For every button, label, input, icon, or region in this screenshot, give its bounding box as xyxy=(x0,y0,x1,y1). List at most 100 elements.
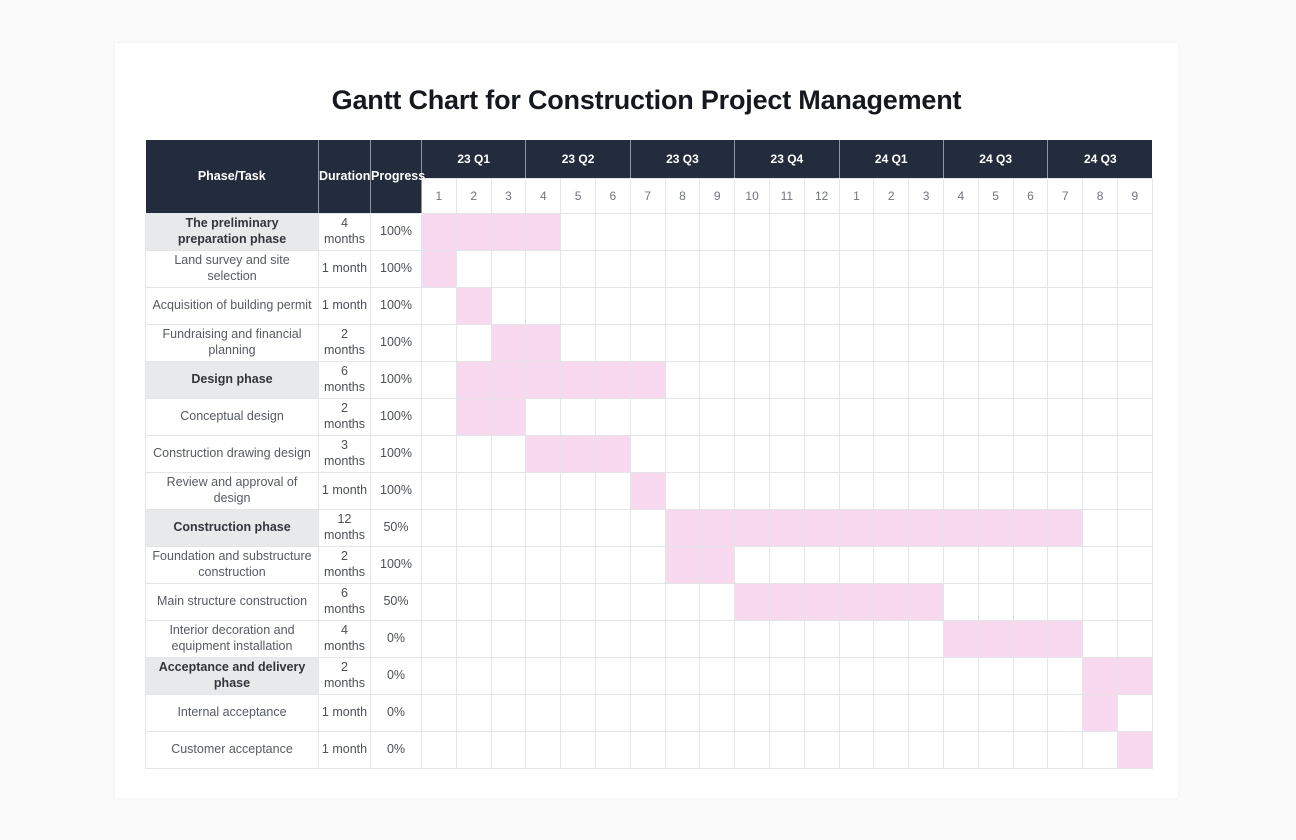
gantt-empty-cell xyxy=(734,212,770,251)
gantt-empty-cell xyxy=(664,471,701,510)
task-label: Construction drawing design xyxy=(145,434,319,473)
gantt-bar-cell xyxy=(1082,656,1118,695)
gantt-bar-cell xyxy=(455,397,492,436)
gantt-empty-cell xyxy=(768,323,805,362)
gantt-empty-cell xyxy=(1116,545,1153,584)
gantt-empty-cell xyxy=(699,730,736,769)
gantt-empty-cell xyxy=(734,545,770,584)
gantt-empty-cell xyxy=(873,471,910,510)
duration-value: 2 months xyxy=(318,656,371,695)
gantt-empty-cell xyxy=(560,323,596,362)
gantt-empty-cell xyxy=(803,619,840,658)
gantt-empty-cell xyxy=(942,212,979,251)
month-header: 2 xyxy=(873,177,910,214)
gantt-empty-cell xyxy=(734,619,770,658)
month-header: 4 xyxy=(525,177,562,214)
gantt-bar-cell xyxy=(525,434,562,473)
progress-value: 100% xyxy=(370,286,422,325)
gantt-empty-cell xyxy=(525,730,562,769)
gantt-empty-cell xyxy=(1082,286,1118,325)
gantt-empty-cell xyxy=(525,582,562,621)
gantt-empty-cell xyxy=(1047,434,1084,473)
gantt-empty-cell xyxy=(1116,582,1153,621)
task-row: Conceptual design 2 months 100% xyxy=(145,397,1153,436)
gantt-empty-cell xyxy=(768,286,805,325)
month-header: 2 xyxy=(455,177,492,214)
gantt-bar-cell xyxy=(560,360,596,399)
gantt-empty-cell xyxy=(1082,434,1118,473)
gantt-empty-cell xyxy=(421,693,457,732)
duration-value: 6 months xyxy=(318,360,371,399)
gantt-empty-cell xyxy=(1082,323,1118,362)
gantt-empty-cell xyxy=(560,397,596,436)
task-label: Main structure construction xyxy=(145,582,319,621)
gantt-bar-cell xyxy=(525,323,562,362)
gantt-empty-cell xyxy=(1012,693,1049,732)
gantt-empty-cell xyxy=(525,471,562,510)
gantt-empty-cell xyxy=(977,286,1014,325)
progress-value: 100% xyxy=(370,249,422,288)
month-header: 9 xyxy=(1116,177,1153,214)
progress-value: 50% xyxy=(370,582,422,621)
gantt-empty-cell xyxy=(873,286,910,325)
gantt-empty-cell xyxy=(768,360,805,399)
month-header: 7 xyxy=(629,177,666,214)
gantt-empty-cell xyxy=(838,286,875,325)
gantt-bar-cell xyxy=(1082,693,1118,732)
gantt-empty-cell xyxy=(734,471,770,510)
month-header: 6 xyxy=(594,177,631,214)
gantt-empty-cell xyxy=(699,286,736,325)
task-row: Land survey and site selection 1 month 100… xyxy=(145,249,1153,288)
progress-value: 100% xyxy=(370,360,422,399)
chart-card: Gantt Chart for Construction Project Man… xyxy=(115,43,1178,798)
gantt-empty-cell xyxy=(421,656,457,695)
gantt-empty-cell xyxy=(560,212,596,251)
gantt-empty-cell xyxy=(699,582,736,621)
task-row: Fundraising and financial planning 2 mont… xyxy=(145,323,1153,362)
duration-value: 2 months xyxy=(318,397,371,436)
gantt-bar-cell xyxy=(664,508,701,547)
gantt-empty-cell xyxy=(803,249,840,288)
gantt-empty-cell xyxy=(734,397,770,436)
page-title: Gantt Chart for Construction Project Man… xyxy=(331,85,962,115)
gantt-bar-cell xyxy=(1012,619,1049,658)
gantt-empty-cell xyxy=(942,323,979,362)
gantt-empty-cell xyxy=(699,323,736,362)
gantt-empty-cell xyxy=(629,286,666,325)
gantt-empty-cell xyxy=(421,582,457,621)
gantt-empty-cell xyxy=(664,582,701,621)
quarter-header: 23 Q1 xyxy=(420,140,526,178)
task-label: Internal acceptance xyxy=(145,693,319,732)
gantt-empty-cell xyxy=(803,471,840,510)
gantt-empty-cell xyxy=(942,693,979,732)
gantt-empty-cell xyxy=(455,656,492,695)
gantt-bar-cell xyxy=(594,434,631,473)
duration-value: 2 months xyxy=(318,323,371,362)
gantt-empty-cell xyxy=(525,656,562,695)
gantt-empty-cell xyxy=(803,545,840,584)
gantt-empty-cell xyxy=(455,508,492,547)
gantt-empty-cell xyxy=(908,656,944,695)
quarter-header: 23 Q3 xyxy=(629,140,735,178)
gantt-empty-cell xyxy=(873,249,910,288)
gantt-empty-cell xyxy=(1047,545,1084,584)
task-row: Customer acceptance 1 month 0% xyxy=(145,730,1153,769)
gantt-bar-cell xyxy=(455,286,492,325)
gantt-empty-cell xyxy=(977,545,1014,584)
month-header: 11 xyxy=(768,177,805,214)
gantt-empty-cell xyxy=(1116,434,1153,473)
gantt-empty-cell xyxy=(768,397,805,436)
task-label: Design phase xyxy=(145,360,319,399)
month-header: 1 xyxy=(421,177,457,214)
gantt-empty-cell xyxy=(1047,693,1084,732)
progress-value: 0% xyxy=(370,656,422,695)
gantt-empty-cell xyxy=(560,545,596,584)
gantt-empty-cell xyxy=(768,730,805,769)
gantt-empty-cell xyxy=(1012,323,1049,362)
progress-value: 0% xyxy=(370,619,422,658)
gantt-empty-cell xyxy=(560,656,596,695)
gantt-empty-cell xyxy=(873,397,910,436)
gantt-empty-cell xyxy=(455,471,492,510)
gantt-empty-cell xyxy=(977,434,1014,473)
task-label: The preliminary preparation phase xyxy=(145,212,319,251)
